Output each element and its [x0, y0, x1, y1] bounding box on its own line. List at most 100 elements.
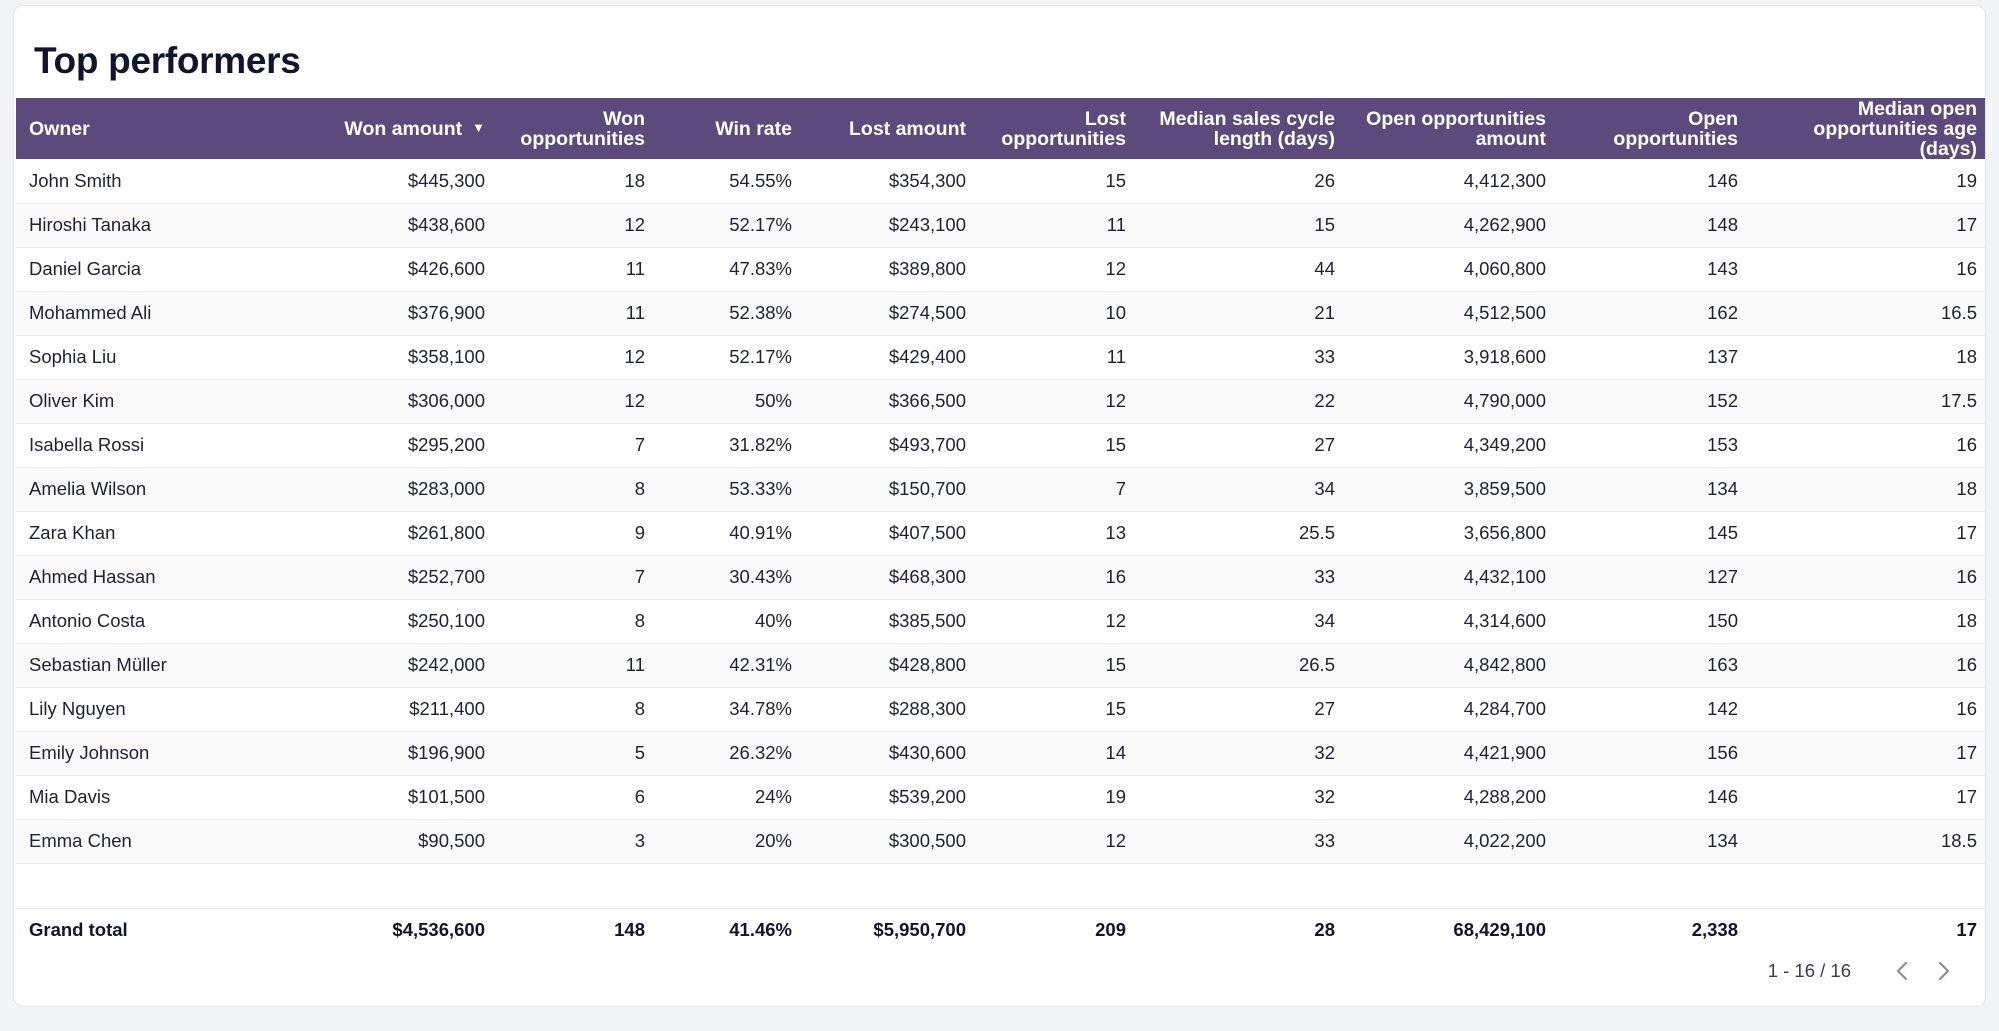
cell-open-opportunities-amount: 4,060,800	[1463, 258, 1546, 279]
cell-lost-amount: $243,100	[888, 214, 966, 235]
cell-open-opportunities-amount: 3,656,800	[1463, 522, 1546, 543]
cell-lost-amount: $354,300	[888, 169, 966, 191]
cell-open-opportunities: 143	[1707, 258, 1738, 279]
cell-lost-opportunities: 12	[1105, 390, 1126, 411]
cell-lost-opportunities: 15	[1105, 169, 1126, 191]
cell-win-rate: 52.17%	[729, 346, 792, 367]
next-page-button[interactable]	[1923, 956, 1965, 986]
cell-won-opportunities: 8	[634, 610, 645, 631]
cell-median-sales-cycle: 32	[1314, 786, 1335, 807]
col-header-owner[interactable]: Owner	[29, 117, 90, 140]
table-spacer	[16, 863, 1985, 908]
col-header-lost-opportunities[interactable]: Lost opportunities	[1001, 107, 1126, 150]
cell-won-opportunities: 7	[634, 566, 645, 587]
cell-win-rate: 42.31%	[729, 654, 792, 675]
cell-lost-amount: $407,500	[888, 522, 966, 543]
cell-owner: Mohammed Ali	[29, 302, 152, 323]
cell-win-rate: 53.33%	[729, 478, 792, 499]
cell-median-sales-cycle: 33	[1314, 346, 1335, 367]
cell-open-opportunities: 142	[1707, 698, 1738, 719]
cell-owner: Lily Nguyen	[29, 698, 126, 719]
total-open-opportunities-amount: 68,429,100	[1453, 919, 1546, 941]
col-header-lost-amount[interactable]: Lost amount	[849, 117, 966, 140]
cell-win-rate: 47.83%	[729, 258, 792, 279]
cell-owner: Ahmed Hassan	[29, 566, 156, 587]
cell-open-opportunities-amount: 4,262,900	[1463, 214, 1546, 235]
cell-owner: Hiroshi Tanaka	[29, 214, 152, 235]
table-row: Hiroshi Tanaka $438,600 12 52.17% $243,100 11…	[16, 203, 1985, 247]
cell-open-opportunities: 148	[1707, 214, 1738, 235]
cell-median-sales-cycle: 25.5	[1298, 522, 1335, 543]
cell-won-opportunities: 3	[634, 830, 645, 851]
cell-won-opportunities: 11	[625, 654, 645, 675]
col-header-win-rate[interactable]: Win rate	[715, 117, 792, 140]
cell-open-opportunities: 153	[1707, 434, 1738, 455]
col-header-open-opportunities-amount[interactable]: Open opportunities amount	[1366, 107, 1546, 150]
cell-median-sales-cycle: 44	[1314, 258, 1335, 279]
cell-median-open-age: 17	[1956, 786, 1977, 807]
cell-median-open-age: 18	[1956, 610, 1977, 631]
cell-median-sales-cycle: 26.5	[1298, 654, 1335, 675]
cell-won-opportunities: 6	[634, 786, 645, 807]
cell-won-opportunities: 18	[624, 169, 645, 191]
cell-lost-amount: $539,200	[888, 786, 966, 807]
cell-owner: Daniel Garcia	[29, 258, 142, 279]
cell-median-open-age: 17	[1956, 522, 1977, 543]
col-header-won-opportunities[interactable]: Won opportunities	[520, 107, 645, 150]
cell-open-opportunities-amount: 4,284,700	[1463, 698, 1546, 719]
cell-median-sales-cycle: 27	[1314, 434, 1335, 455]
cell-won-opportunities: 11	[625, 302, 645, 323]
col-header-open-opportunities[interactable]: Open opportunities	[1613, 107, 1738, 150]
total-open-opportunities: 2,338	[1691, 919, 1738, 941]
cell-won-opportunities: 12	[624, 390, 645, 411]
cell-won-opportunities: 12	[624, 214, 645, 235]
pagination-label: 1 - 16 / 16	[1767, 960, 1851, 981]
cell-lost-amount: $300,500	[888, 830, 966, 851]
cell-win-rate: 30.43%	[729, 566, 792, 587]
cell-open-opportunities-amount: 4,512,500	[1463, 302, 1546, 323]
cell-owner: Isabella Rossi	[29, 434, 145, 455]
table-row: Amelia Wilson $283,000 8 53.33% $150,700 7 34 3…	[16, 467, 1985, 511]
table-row: Mia Davis $101,500 6 24% $539,200 19 32 4,288,2…	[16, 775, 1985, 819]
cell-open-opportunities: 152	[1707, 390, 1738, 411]
table-row: Emma Chen $90,500 3 20% $300,500 12 33 4,022,20…	[16, 819, 1985, 863]
cell-lost-opportunities: 15	[1105, 434, 1126, 455]
cell-median-open-age: 18.5	[1940, 830, 1977, 851]
table-row: Isabella Rossi $295,200 7 31.82% $493,700 15 2…	[16, 423, 1985, 467]
cell-lost-amount: $274,500	[888, 302, 966, 323]
cell-median-open-age: 18	[1956, 478, 1977, 499]
cell-open-opportunities-amount: 4,412,300	[1463, 169, 1546, 191]
cell-open-opportunities: 163	[1707, 654, 1738, 675]
cell-open-opportunities: 127	[1707, 566, 1738, 587]
cell-lost-opportunities: 12	[1105, 830, 1126, 851]
cell-open-opportunities-amount: 4,022,200	[1463, 830, 1546, 851]
cell-median-open-age: 16	[1956, 566, 1977, 587]
table-header-row: Owner Won amount ▼ Won opportunities Win r…	[16, 98, 1985, 159]
cell-won-amount: $376,900	[407, 302, 485, 323]
cell-lost-opportunities: 15	[1105, 698, 1126, 719]
cell-win-rate: 31.82%	[729, 434, 792, 455]
cell-won-opportunities: 8	[634, 478, 645, 499]
pagination: 1 - 16 / 16	[1768, 956, 1965, 986]
cell-owner: Antonio Costa	[29, 610, 146, 631]
cell-median-sales-cycle: 33	[1314, 830, 1335, 851]
cell-median-open-age: 16	[1956, 654, 1977, 675]
table-body: John Smith $445,300 18 54.55% $354,300 15 26 4,…	[16, 159, 1985, 863]
cell-median-sales-cycle: 33	[1314, 566, 1335, 587]
cell-open-opportunities-amount: 4,314,600	[1463, 610, 1546, 631]
table-row: Zara Khan $261,800 9 40.91% $407,500 13 25.5 3,…	[16, 511, 1985, 555]
table-row: Sebastian Müller $242,000 11 42.31% $428,800…	[16, 643, 1985, 687]
cell-won-amount: $242,000	[407, 654, 485, 675]
cell-won-opportunities: 11	[625, 258, 645, 279]
prev-page-button[interactable]	[1881, 956, 1923, 986]
table-row: Antonio Costa $250,100 8 40% $385,500 12 34 4,3…	[16, 599, 1985, 643]
col-header-median-open-age[interactable]: Median open opportunities age (days)	[1813, 97, 1977, 160]
cell-won-amount: $426,600	[407, 258, 485, 279]
cell-lost-opportunities: 11	[1106, 346, 1126, 367]
col-header-won-amount[interactable]: Won amount ▼	[344, 118, 485, 140]
col-header-median-sales-cycle[interactable]: Median sales cycle length (days)	[1159, 107, 1335, 150]
cell-won-amount: $358,100	[407, 346, 485, 367]
cell-lost-opportunities: 14	[1105, 742, 1126, 763]
cell-open-opportunities-amount: 4,432,100	[1463, 566, 1546, 587]
cell-lost-opportunities: 7	[1115, 478, 1126, 499]
